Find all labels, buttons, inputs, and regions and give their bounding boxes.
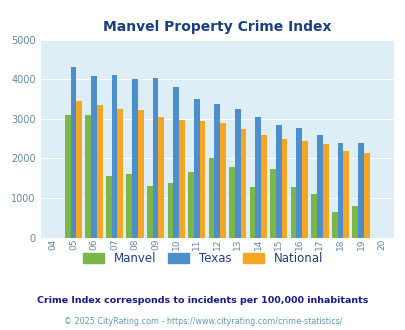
Bar: [301, 141, 307, 238]
Bar: [255, 117, 260, 238]
Bar: [76, 101, 82, 238]
Bar: [138, 111, 143, 238]
Bar: [167, 183, 173, 238]
Bar: [126, 174, 132, 238]
Bar: [152, 79, 158, 238]
Bar: [363, 153, 369, 238]
Bar: [193, 99, 199, 238]
Bar: [179, 120, 184, 238]
Bar: [316, 135, 322, 238]
Bar: [234, 109, 240, 238]
Bar: [270, 170, 275, 238]
Bar: [106, 176, 111, 238]
Title: Manvel Property Crime Index: Manvel Property Crime Index: [103, 20, 330, 34]
Bar: [343, 151, 348, 238]
Bar: [281, 139, 287, 238]
Bar: [228, 167, 234, 238]
Bar: [173, 87, 179, 238]
Bar: [91, 76, 97, 238]
Legend: Manvel, Texas, National: Manvel, Texas, National: [78, 247, 327, 270]
Bar: [337, 143, 343, 238]
Text: Crime Index corresponds to incidents per 100,000 inhabitants: Crime Index corresponds to incidents per…: [37, 296, 368, 305]
Bar: [147, 186, 152, 238]
Bar: [352, 206, 357, 238]
Bar: [260, 135, 266, 238]
Bar: [357, 143, 363, 238]
Bar: [220, 123, 225, 238]
Bar: [97, 105, 102, 238]
Bar: [275, 125, 281, 238]
Bar: [70, 67, 76, 238]
Bar: [158, 117, 164, 238]
Bar: [214, 104, 220, 238]
Bar: [188, 172, 193, 238]
Bar: [249, 187, 255, 238]
Bar: [111, 75, 117, 238]
Bar: [85, 115, 91, 238]
Bar: [311, 194, 316, 238]
Bar: [331, 212, 337, 238]
Bar: [199, 121, 205, 238]
Bar: [290, 187, 296, 238]
Text: © 2025 CityRating.com - https://www.cityrating.com/crime-statistics/: © 2025 CityRating.com - https://www.city…: [64, 317, 341, 326]
Bar: [132, 79, 138, 238]
Bar: [65, 115, 70, 238]
Bar: [322, 144, 328, 238]
Bar: [208, 158, 214, 238]
Bar: [296, 128, 301, 238]
Bar: [117, 109, 123, 238]
Bar: [240, 129, 246, 238]
